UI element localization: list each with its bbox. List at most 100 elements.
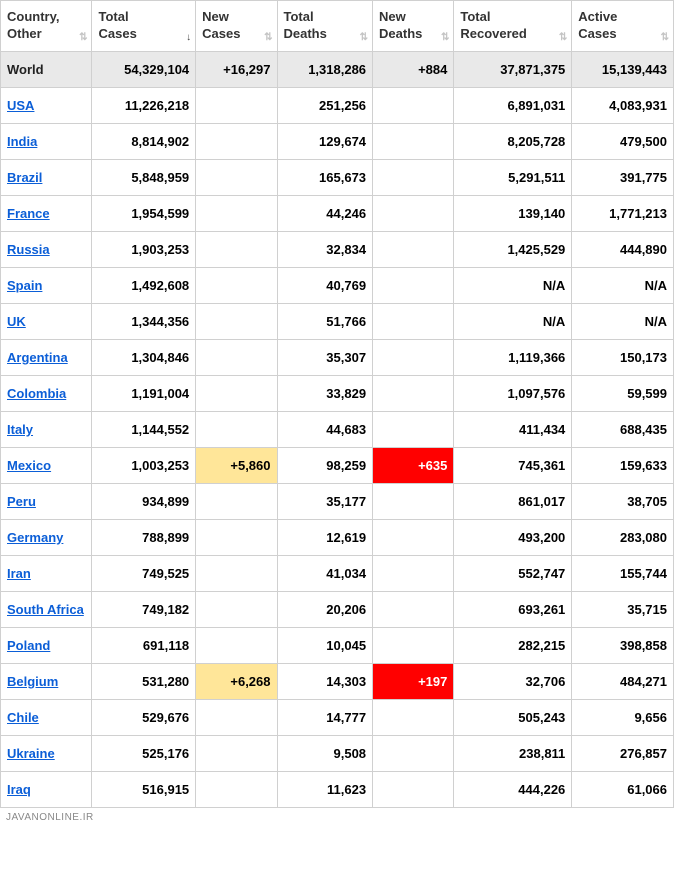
table-row: France1,954,59944,246139,1401,771,213 — [1, 195, 674, 231]
cell-new_cases — [196, 483, 277, 519]
column-header[interactable]: NewDeaths⇅ — [373, 1, 454, 52]
country-link[interactable]: Poland — [7, 638, 50, 653]
cell-country: Mexico — [1, 447, 92, 483]
table-body: World54,329,104+16,2971,318,286+88437,87… — [1, 51, 674, 807]
header-label: Active — [578, 9, 617, 24]
cell-active_cases: 1,771,213 — [572, 195, 674, 231]
cell-total_cases: 1,144,552 — [92, 411, 196, 447]
table-row: Colombia1,191,00433,8291,097,57659,599 — [1, 375, 674, 411]
column-header[interactable]: NewCases⇅ — [196, 1, 277, 52]
cell-total_cases: 749,182 — [92, 591, 196, 627]
cell-new_cases — [196, 555, 277, 591]
cell-active_cases: 159,633 — [572, 447, 674, 483]
cell-total_recovered: 1,425,529 — [454, 231, 572, 267]
table-header-row: Country,Other⇅TotalCases↓NewCases⇅TotalD… — [1, 1, 674, 52]
country-link[interactable]: Germany — [7, 530, 63, 545]
cell-active_cases: 484,271 — [572, 663, 674, 699]
cell-new_cases — [196, 699, 277, 735]
cell-new_cases — [196, 519, 277, 555]
country-link[interactable]: USA — [7, 98, 34, 113]
cell-new_deaths — [373, 267, 454, 303]
cell-new_cases: +5,860 — [196, 447, 277, 483]
table-row: Iran749,52541,034552,747155,744 — [1, 555, 674, 591]
country-link[interactable]: Spain — [7, 278, 42, 293]
cell-total_recovered: 6,891,031 — [454, 87, 572, 123]
cell-total_recovered: 139,140 — [454, 195, 572, 231]
cell-new_cases — [196, 735, 277, 771]
cell-new_deaths — [373, 627, 454, 663]
cell-country: USA — [1, 87, 92, 123]
country-link[interactable]: Peru — [7, 494, 36, 509]
cell-new_cases: +6,268 — [196, 663, 277, 699]
cell-total_recovered: 1,097,576 — [454, 375, 572, 411]
cell-total_deaths: 1,318,286 — [277, 51, 373, 87]
country-link[interactable]: Ukraine — [7, 746, 55, 761]
header-label: Total — [98, 9, 128, 24]
cell-total_deaths: 11,623 — [277, 771, 373, 807]
country-link[interactable]: Argentina — [7, 350, 68, 365]
cell-new_deaths — [373, 87, 454, 123]
country-link[interactable]: India — [7, 134, 37, 149]
table-row: India8,814,902129,6748,205,728479,500 — [1, 123, 674, 159]
cell-total_recovered: 1,119,366 — [454, 339, 572, 375]
cell-new_deaths — [373, 375, 454, 411]
column-header[interactable]: ActiveCases⇅ — [572, 1, 674, 52]
cell-total_deaths: 10,045 — [277, 627, 373, 663]
cell-total_cases: 1,191,004 — [92, 375, 196, 411]
cell-active_cases: 276,857 — [572, 735, 674, 771]
column-header[interactable]: Country,Other⇅ — [1, 1, 92, 52]
country-link[interactable]: Colombia — [7, 386, 66, 401]
cell-total_cases: 525,176 — [92, 735, 196, 771]
cell-country: Spain — [1, 267, 92, 303]
cell-active_cases: 479,500 — [572, 123, 674, 159]
country-link[interactable]: UK — [7, 314, 26, 329]
country-link[interactable]: Brazil — [7, 170, 42, 185]
cell-country: Iran — [1, 555, 92, 591]
cell-total_cases: 1,954,599 — [92, 195, 196, 231]
country-link[interactable]: Belgium — [7, 674, 58, 689]
cell-country: World — [1, 51, 92, 87]
table-row: Mexico1,003,253+5,86098,259+635745,36115… — [1, 447, 674, 483]
cell-total_deaths: 35,177 — [277, 483, 373, 519]
country-link[interactable]: Iran — [7, 566, 31, 581]
column-header[interactable]: TotalRecovered⇅ — [454, 1, 572, 52]
table-row: Iraq516,91511,623444,22661,066 — [1, 771, 674, 807]
column-header[interactable]: TotalCases↓ — [92, 1, 196, 52]
country-link[interactable]: Russia — [7, 242, 50, 257]
country-link[interactable]: Mexico — [7, 458, 51, 473]
cell-new_deaths — [373, 483, 454, 519]
cell-active_cases: 9,656 — [572, 699, 674, 735]
header-label: Cases — [202, 26, 240, 41]
cell-active_cases: 398,858 — [572, 627, 674, 663]
cell-total_deaths: 14,303 — [277, 663, 373, 699]
footer-source: JAVANONLINE.IR — [0, 808, 674, 827]
cell-total_recovered: 5,291,511 — [454, 159, 572, 195]
cell-active_cases: 35,715 — [572, 591, 674, 627]
cell-new_cases — [196, 267, 277, 303]
cell-total_cases: 788,899 — [92, 519, 196, 555]
cell-active_cases: 4,083,931 — [572, 87, 674, 123]
cell-active_cases: 688,435 — [572, 411, 674, 447]
cell-new_cases: +16,297 — [196, 51, 277, 87]
cell-total_deaths: 251,256 — [277, 87, 373, 123]
cell-total_cases: 749,525 — [92, 555, 196, 591]
cell-active_cases: 38,705 — [572, 483, 674, 519]
country-link[interactable]: France — [7, 206, 50, 221]
country-link[interactable]: Chile — [7, 710, 39, 725]
header-label: Cases — [98, 26, 136, 41]
table-row: Spain1,492,60840,769N/AN/A — [1, 267, 674, 303]
country-link[interactable]: Italy — [7, 422, 33, 437]
column-header[interactable]: TotalDeaths⇅ — [277, 1, 373, 52]
cell-total_recovered: 444,226 — [454, 771, 572, 807]
cell-total_deaths: 98,259 — [277, 447, 373, 483]
cell-new_cases — [196, 375, 277, 411]
table-row: Italy1,144,55244,683411,434688,435 — [1, 411, 674, 447]
cell-total_deaths: 33,829 — [277, 375, 373, 411]
cell-active_cases: 391,775 — [572, 159, 674, 195]
country-link[interactable]: Iraq — [7, 782, 31, 797]
table-row: UK1,344,35651,766N/AN/A — [1, 303, 674, 339]
country-link[interactable]: South Africa — [7, 602, 84, 617]
cell-total_recovered: 861,017 — [454, 483, 572, 519]
cell-total_recovered: 745,361 — [454, 447, 572, 483]
header-label: Cases — [578, 26, 616, 41]
